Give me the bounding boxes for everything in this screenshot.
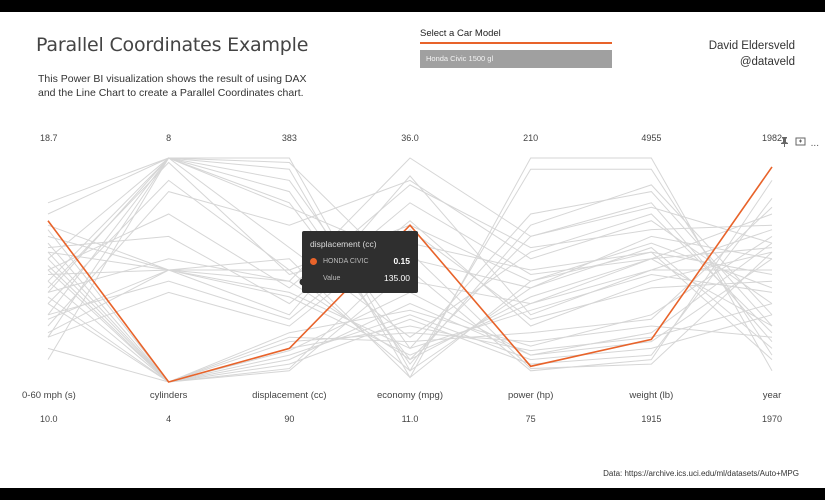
- axis-min-label: 75: [526, 414, 536, 424]
- axis-name-label: cylinders: [150, 390, 188, 401]
- focus-mode-icon[interactable]: [795, 136, 806, 150]
- axis-name-label: 0-60 mph (s): [22, 390, 76, 401]
- tooltip-series-value: 0.15: [393, 256, 410, 266]
- background-series-line: [47, 229, 773, 356]
- axis-max-label: 1982: [762, 133, 782, 143]
- description: This Power BI visualization shows the re…: [38, 72, 338, 100]
- author-block: David Eldersveld @dataveld: [709, 38, 795, 70]
- axis-name-label: power (hp): [508, 390, 553, 401]
- tooltip-value-label: Value: [323, 274, 341, 282]
- axis-name-label: economy (mpg): [377, 390, 443, 401]
- axis-min-label: 10.0: [40, 414, 58, 424]
- author-name: David Eldersveld: [708, 40, 795, 52]
- background-series-line: [47, 157, 773, 338]
- axis-name-label: weight (lb): [628, 390, 673, 401]
- axis-max-label: 18.7: [40, 133, 58, 143]
- axis-min-label: 11.0: [402, 414, 419, 424]
- tooltip-row-value: Value 135.00: [310, 273, 410, 283]
- report-canvas: Parallel Coordinates Example This Power …: [0, 12, 825, 488]
- description-line-2: and the Line Chart to create a Parallel …: [38, 87, 304, 99]
- slicer-dropdown[interactable]: Honda Civic 1500 gl: [420, 50, 612, 68]
- slicer-label: Select a Car Model: [420, 28, 612, 44]
- car-model-slicer: Select a Car Model Honda Civic 1500 gl: [420, 28, 612, 68]
- chart-tooltip: displacement (cc) HONDA CIVIC 0.15 Value…: [302, 231, 418, 293]
- description-line-1: This Power BI visualization shows the re…: [38, 73, 307, 85]
- background-series-line: [47, 229, 773, 338]
- axis-min-label: 4: [166, 414, 171, 424]
- background-series-line: [47, 157, 773, 293]
- page-title: Parallel Coordinates Example: [36, 34, 309, 56]
- axis-max-label: 36.0: [401, 133, 419, 143]
- more-options-icon[interactable]: ...: [810, 137, 819, 149]
- tooltip-series-name: HONDA CIVIC: [323, 257, 369, 265]
- axis-max-label: 4955: [641, 133, 661, 143]
- background-series-line: [47, 220, 773, 327]
- axis-min-label: 1970: [762, 414, 782, 424]
- axis-min-label: 1915: [641, 414, 661, 424]
- author-handle: @dataveld: [739, 56, 795, 68]
- axis-min-label: 90: [284, 414, 294, 424]
- series-color-dot: [310, 257, 317, 265]
- background-series-line: [47, 179, 773, 327]
- axis-name-label: year: [763, 390, 781, 401]
- axis-max-label: 8: [166, 133, 171, 143]
- tooltip-row-series: HONDA CIVIC 0.15: [310, 256, 410, 266]
- axis-name-label: displacement (cc): [252, 390, 326, 401]
- axis-max-label: 383: [282, 133, 297, 143]
- tooltip-value: 135.00: [384, 273, 410, 283]
- data-source-note: Data: https://archive.ics.uci.edu/ml/dat…: [603, 469, 799, 478]
- background-series-line: [47, 184, 773, 289]
- pin-icon[interactable]: [779, 136, 790, 150]
- tooltip-title: displacement (cc): [310, 239, 377, 249]
- highlight-series-line[interactable]: [47, 166, 773, 383]
- axis-max-label: 210: [523, 133, 538, 143]
- visual-header-tools: ...: [779, 136, 819, 150]
